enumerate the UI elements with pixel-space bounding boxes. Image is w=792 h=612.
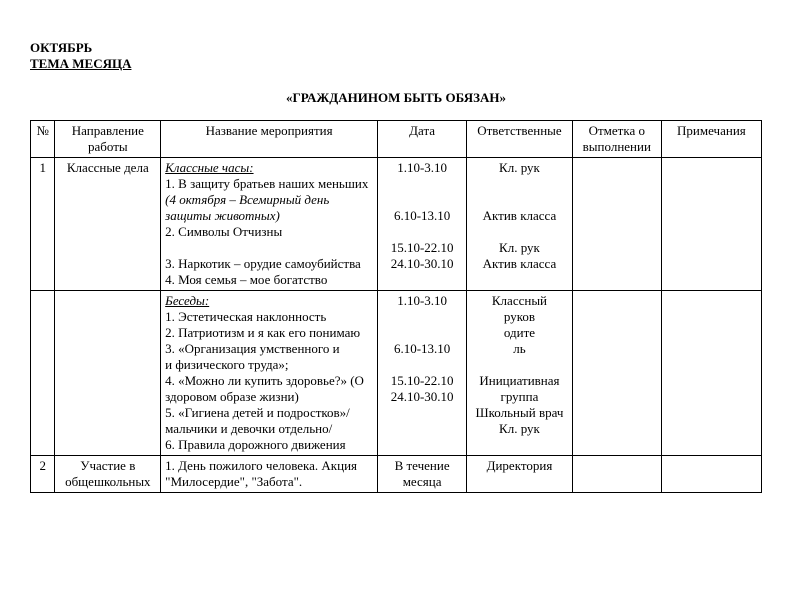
event-line: 4. «Можно ли купить здоровье?» (О здоров… — [165, 373, 373, 405]
date-line — [382, 357, 462, 373]
table-row: 2Участие в общешкольных1. День пожилого … — [31, 456, 762, 493]
responsible-line — [471, 192, 568, 208]
date-line: 15.10-22.10 — [382, 373, 462, 389]
cell-event: 1. День пожилого человека. Акция "Милосе… — [161, 456, 378, 493]
date-line: 6.10-13.10 — [382, 341, 462, 357]
col-num: № — [31, 121, 55, 158]
date-line: 24.10-30.10 — [382, 389, 462, 405]
schedule-table: № Направление работы Название мероприяти… — [30, 120, 762, 493]
event-line — [165, 240, 373, 256]
event-line: 3. Наркотик – орудие самоубийства — [165, 256, 373, 272]
table-header-row: № Направление работы Название мероприяти… — [31, 121, 762, 158]
date-line: 6.10-13.10 — [382, 208, 462, 224]
cell-date: В течениемесяца — [378, 456, 467, 493]
responsible-line: Актив класса — [471, 208, 568, 224]
event-line: 2. Символы Отчизны — [165, 224, 373, 240]
date-line — [382, 192, 462, 208]
event-line: (4 октября – Всемирный день защиты живот… — [165, 192, 373, 224]
responsible-line: руков — [471, 309, 568, 325]
cell-mark — [572, 291, 661, 456]
cell-responsible: Классныйруководитель ИнициативнаягруппаШ… — [467, 291, 573, 456]
date-line — [382, 224, 462, 240]
cell-num: 2 — [31, 456, 55, 493]
cell-event: Классные часы:1. В защиту братьев наших … — [161, 158, 378, 291]
theme-label: ТЕМА МЕСЯЦА — [30, 56, 131, 71]
cell-note — [661, 456, 761, 493]
date-line: 24.10-30.10 — [382, 256, 462, 272]
event-line: 1. Эстетическая наклонность — [165, 309, 373, 325]
date-line: 1.10-3.10 — [382, 160, 462, 176]
responsible-line — [471, 357, 568, 373]
date-line: 1.10-3.10 — [382, 293, 462, 309]
cell-event: Беседы:1. Эстетическая наклонность2. Пат… — [161, 291, 378, 456]
responsible-line: Кл. рук — [471, 240, 568, 256]
cell-direction: Участие в общешкольных — [55, 456, 161, 493]
cell-direction — [55, 291, 161, 456]
col-event: Название мероприятия — [161, 121, 378, 158]
cell-mark — [572, 158, 661, 291]
col-date: Дата — [378, 121, 467, 158]
responsible-line: Классный — [471, 293, 568, 309]
responsible-line: Кл. рук — [471, 421, 568, 437]
responsible-line: Кл. рук — [471, 160, 568, 176]
event-line: 6. Правила дорожного движения — [165, 437, 373, 453]
event-line: 2. Патриотизм и я как его понимаю — [165, 325, 373, 341]
event-line: 1. В защиту братьев наших меньших — [165, 176, 373, 192]
col-mark: Отметка о выполнении — [572, 121, 661, 158]
cell-date: 1.10-3.10 6.10-13.10 15.10-22.1024.10-30… — [378, 158, 467, 291]
cell-date: 1.10-3.10 6.10-13.10 15.10-22.1024.10-30… — [378, 291, 467, 456]
responsible-line: группа — [471, 389, 568, 405]
page-title: «ГРАЖДАНИНОМ БЫТЬ ОБЯЗАН» — [30, 90, 762, 106]
cell-num: 1 — [31, 158, 55, 291]
cell-num — [31, 291, 55, 456]
event-line: 4. Моя семья – мое богатство — [165, 272, 373, 288]
cell-note — [661, 158, 761, 291]
date-line: 15.10-22.10 — [382, 240, 462, 256]
month-header: ОКТЯБРЬ — [30, 40, 762, 56]
responsible-line: Актив класса — [471, 256, 568, 272]
event-line: и физического труда»; — [165, 357, 373, 373]
theme-line: ТЕМА МЕСЯЦА — [30, 56, 762, 72]
event-line: 5. «Гигиена детей и подростков»/мальчики… — [165, 405, 373, 437]
date-line — [382, 309, 462, 325]
event-line: 3. «Организация умственного и — [165, 341, 373, 357]
responsible-line: Школьный врач — [471, 405, 568, 421]
date-line: месяца — [382, 474, 462, 490]
col-direction: Направление работы — [55, 121, 161, 158]
responsible-line: Инициативная — [471, 373, 568, 389]
cell-responsible: Директория — [467, 456, 573, 493]
event-heading: Классные часы: — [165, 160, 373, 176]
cell-note — [661, 291, 761, 456]
table-row: Беседы:1. Эстетическая наклонность2. Пат… — [31, 291, 762, 456]
col-responsible: Ответственные — [467, 121, 573, 158]
responsible-line — [471, 176, 568, 192]
responsible-line: Директория — [471, 458, 568, 474]
cell-mark — [572, 456, 661, 493]
responsible-line: ль — [471, 341, 568, 357]
event-line: 1. День пожилого человека. Акция "Милосе… — [165, 458, 373, 490]
date-line — [382, 176, 462, 192]
date-line: В течение — [382, 458, 462, 474]
responsible-line — [471, 224, 568, 240]
date-line — [382, 325, 462, 341]
table-row: 1Классные делаКлассные часы:1. В защиту … — [31, 158, 762, 291]
cell-responsible: Кл. рук Актив класса Кл. рукАктив класса — [467, 158, 573, 291]
col-note: Примечания — [661, 121, 761, 158]
event-heading: Беседы: — [165, 293, 373, 309]
cell-direction: Классные дела — [55, 158, 161, 291]
responsible-line: одите — [471, 325, 568, 341]
